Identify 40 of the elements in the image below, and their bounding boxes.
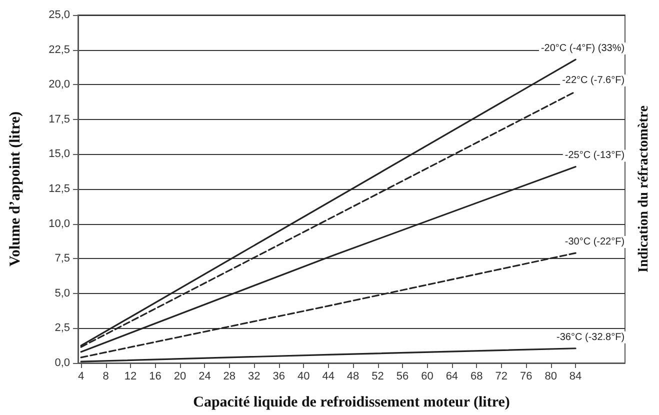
x-tick-label: 16 bbox=[149, 370, 162, 382]
x-tick-label: 56 bbox=[396, 370, 409, 382]
x-tick-label: 24 bbox=[198, 370, 211, 382]
x-tick-label: 4 bbox=[78, 370, 84, 382]
y-tick-label: 7,5 bbox=[54, 252, 70, 265]
series-label: -30°C (-22°F) bbox=[564, 236, 625, 248]
x-tick-label: 84 bbox=[569, 370, 582, 382]
y-tick-label: 15,0 bbox=[48, 148, 70, 160]
y-tick-label: 10,0 bbox=[48, 218, 70, 230]
x-tick-label: 8 bbox=[102, 370, 109, 382]
x-tick-label: 64 bbox=[446, 370, 458, 382]
y-tick-label: 2,5 bbox=[54, 322, 70, 334]
x-tick-label: 12 bbox=[124, 370, 137, 382]
y2-axis-title: Indication du réfractomètre bbox=[636, 106, 652, 272]
x-tick-label: 20 bbox=[174, 370, 186, 382]
series-label: -22°C (-7.6°F) bbox=[562, 75, 625, 86]
x-tick-label: 32 bbox=[248, 370, 260, 382]
x-tick-label: 80 bbox=[544, 370, 557, 382]
x-tick-label: 48 bbox=[346, 370, 360, 382]
series-label: -36°C (-32.8°F) bbox=[556, 332, 625, 343]
series-label: -25°C (-13°F) bbox=[564, 150, 625, 162]
x-tick-label: 28 bbox=[223, 370, 236, 382]
x-tick-label: 72 bbox=[495, 370, 508, 382]
y-tick-label: 22,5 bbox=[48, 44, 70, 56]
y-tick-label: 17,5 bbox=[48, 113, 70, 126]
y-tick-label: 12,5 bbox=[48, 183, 70, 195]
x-tick-label: 52 bbox=[372, 370, 384, 382]
y-tick-label: 25,0 bbox=[48, 9, 70, 21]
x-tick-label: 60 bbox=[421, 370, 434, 382]
x-tick-label: 76 bbox=[520, 370, 532, 382]
y-tick-label: 0,0 bbox=[54, 357, 70, 369]
x-axis-title: Capacité liquide de refroidissement moteur (litre) bbox=[193, 394, 510, 410]
x-tick-label: 40 bbox=[297, 370, 310, 382]
x-tick-label: 68 bbox=[470, 370, 483, 382]
x-tick-label: 44 bbox=[322, 370, 334, 382]
series-label: -20°C (-4°F) (33%) bbox=[540, 43, 625, 54]
x-tick-label: 36 bbox=[272, 370, 285, 382]
y-tick-label: 5,0 bbox=[54, 287, 70, 300]
y-tick-label: 20,0 bbox=[48, 78, 70, 91]
y-axis-title: Volume d’appoint (litre) bbox=[8, 111, 24, 267]
